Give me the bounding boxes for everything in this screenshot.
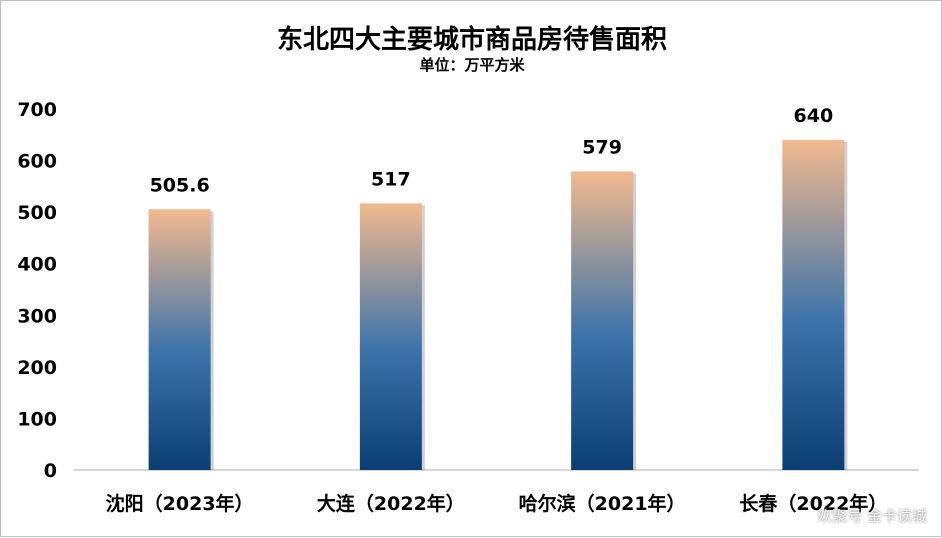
y-tick-label: 0: [44, 460, 57, 482]
x-tick-label: 沈阳（2023年）: [106, 492, 254, 515]
data-label: 640: [794, 105, 834, 127]
x-tick-label: 大连（2022年）: [317, 492, 465, 515]
bar: [782, 139, 845, 470]
bar: [148, 209, 211, 470]
y-tick-label: 200: [17, 357, 57, 379]
chart-subtitle: 单位：万平方米: [419, 56, 525, 74]
bar: [359, 203, 422, 470]
y-tick-label: 500: [17, 202, 57, 224]
x-tick-label: 长春（2022年）: [739, 492, 887, 515]
x-tick-label: 哈尔滨（2021年）: [519, 492, 686, 515]
y-tick-label: 700: [17, 99, 57, 121]
data-label: 505.6: [150, 174, 210, 196]
y-tick-label: 600: [17, 151, 57, 173]
bar: [571, 171, 634, 470]
data-label: 517: [371, 168, 411, 190]
y-tick-label: 300: [17, 305, 57, 327]
data-label: 579: [582, 136, 622, 158]
chart-title: 东北四大主要城市商品房待售面积: [276, 25, 667, 55]
watermark: 欢聚号 金卡读城: [817, 507, 927, 525]
y-tick-label: 400: [17, 254, 57, 276]
y-tick-label: 100: [17, 408, 57, 430]
